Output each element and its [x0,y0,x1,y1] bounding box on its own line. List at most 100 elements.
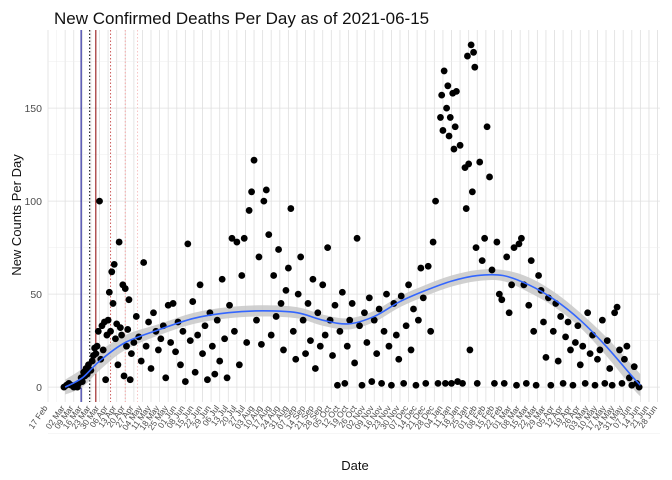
data-point [473,380,481,387]
data-point [184,240,192,248]
data-point [611,309,619,317]
data-point [540,318,547,326]
data-point [630,363,638,371]
data-point [123,342,130,350]
data-point [99,346,107,354]
data-point [483,123,491,131]
y-axis-title: New Counts Per Day [9,154,24,276]
data-point [392,331,400,339]
data-point [488,266,496,274]
data-point [297,253,305,261]
data-point [616,346,623,354]
data-point [112,335,119,343]
data-point [417,264,425,272]
data-point [450,145,458,153]
data-point [365,294,373,302]
data-point [613,303,621,311]
data-point [253,316,260,324]
data-point [336,327,344,335]
data-point [132,313,140,320]
data-point [118,331,125,339]
data-point [542,353,550,361]
data-point [407,346,415,354]
data-point [231,327,238,335]
data-point [127,350,135,358]
data-point [594,355,601,363]
data-point [495,290,503,298]
data-point [189,298,197,305]
data-point [596,346,604,354]
data-point [221,335,229,343]
data-point [439,127,447,134]
data-point [105,288,113,296]
data-point [302,350,309,358]
data-point [358,381,366,389]
data-point [532,381,540,389]
data-point [280,346,287,354]
data-point [508,281,515,289]
data-point [226,301,233,309]
data-point [213,316,221,324]
data-point [272,313,280,320]
data-point [464,52,471,60]
data-point [319,281,327,289]
data-point [309,275,317,283]
data-point [576,361,584,369]
data-point [500,380,508,387]
data-point [368,378,376,385]
data-point [478,257,486,265]
data-point [351,359,359,367]
data-point [378,380,385,387]
data-point [331,301,339,309]
data-point [346,316,354,324]
data-point [292,355,300,363]
data-point [601,380,609,387]
data-point [194,331,202,339]
data-point [114,361,122,369]
data-point [102,376,110,384]
data-point [172,348,179,356]
data-point [109,300,117,307]
data-point [419,294,427,302]
data-point [329,352,336,359]
data-point [316,342,324,350]
data-point [107,327,114,335]
data-point [356,322,363,330]
data-point [562,333,569,341]
data-point [167,339,175,346]
data-point [96,197,103,205]
data-point [466,346,474,354]
data-point [142,342,150,350]
data-point [621,355,628,363]
data-point [434,380,442,387]
data-point [181,378,189,385]
data-point [208,342,216,350]
data-point [535,272,542,279]
data-point [518,234,525,242]
data-point [438,91,446,99]
data-point [125,296,133,304]
y-tick-label: 150 [24,103,42,115]
data-point [584,309,592,317]
y-tick-label: 50 [30,289,42,301]
x-axis-title: Date [341,458,368,473]
data-point [388,381,395,389]
data-point [603,337,611,345]
data-point [465,160,473,168]
data-point [258,340,265,348]
data-point [493,238,501,246]
data-point [228,234,236,242]
data-point [294,290,302,298]
data-point [211,370,219,378]
chart-title: New Confirmed Deaths Per Day as of 2021-… [54,9,429,28]
data-point [513,381,520,389]
data-point [284,264,292,272]
data-point [444,82,452,90]
data-point [468,188,476,196]
data-point [427,327,435,335]
data-point [235,361,243,369]
data-point [445,132,453,140]
data-point [505,309,513,317]
data-point [218,275,226,283]
